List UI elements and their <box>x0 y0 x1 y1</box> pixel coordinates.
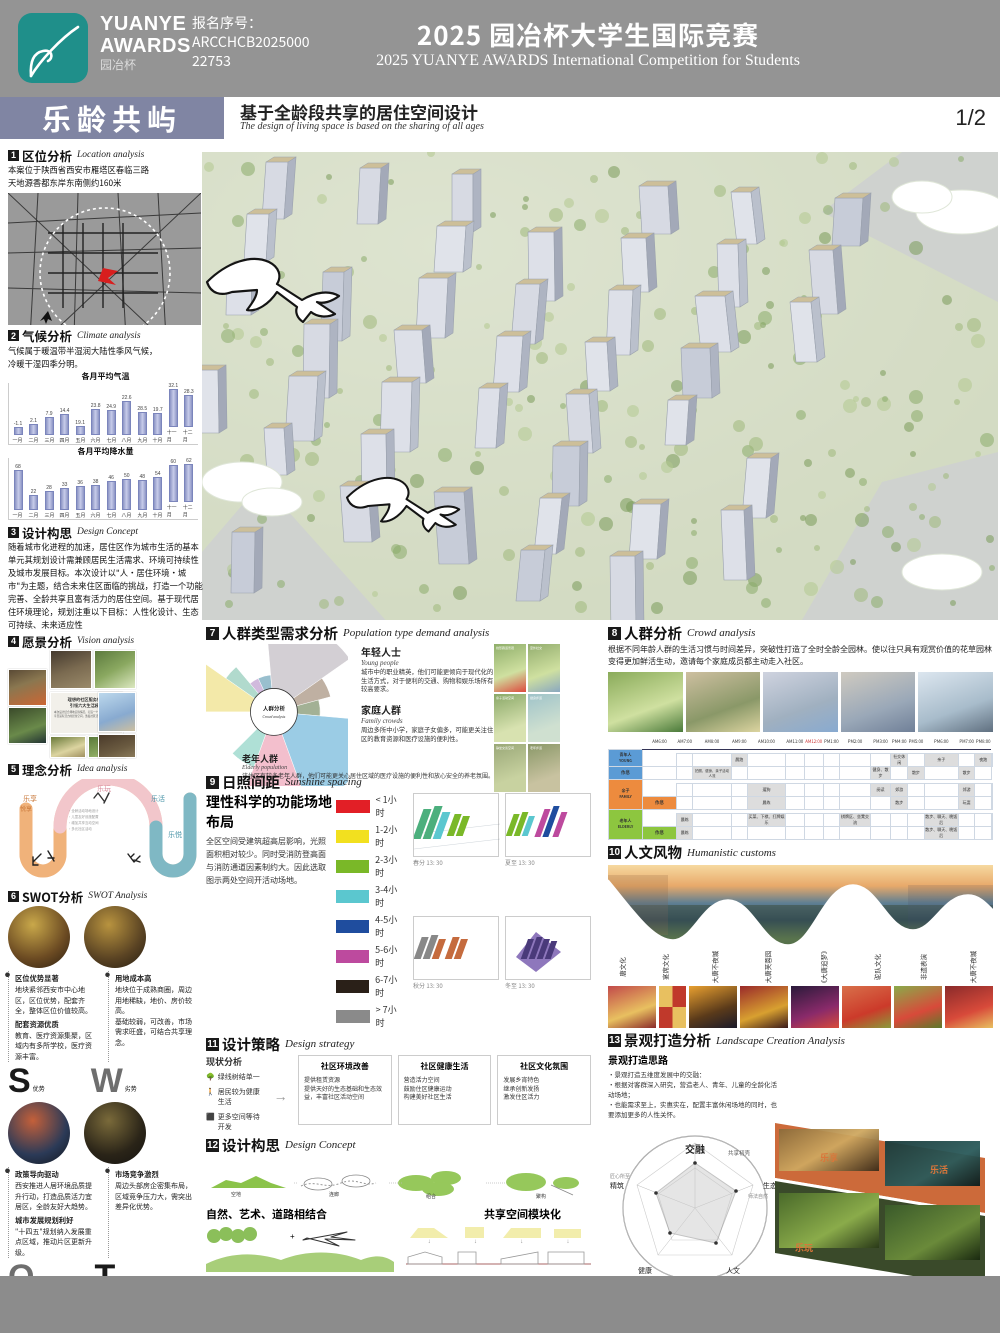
svg-text:·多元社区活动: ·多元社区活动 <box>68 826 92 831</box>
svg-text:人群分析: 人群分析 <box>263 705 286 713</box>
svg-text:健康: 健康 <box>638 1266 652 1276</box>
svg-text:共享初壳: 共享初壳 <box>728 1149 751 1157</box>
svg-text:·儿童友好设施配置: ·儿童友好设施配置 <box>68 814 99 819</box>
svg-text:匠心所至: 匠心所至 <box>610 1173 630 1180</box>
svg-text:·全龄活动场地设计: ·全龄活动场地设计 <box>68 808 99 813</box>
svg-text:Crowd analysis: Crowd analysis <box>262 715 285 719</box>
svg-text:乐活: 乐活 <box>151 794 165 804</box>
svg-text:聚构: 聚构 <box>536 1193 546 1200</box>
svg-text:·增加共享互动空间: ·增加共享互动空间 <box>68 820 99 825</box>
svg-text:交融: 交融 <box>685 1141 705 1156</box>
svg-text:人文: 人文 <box>726 1266 740 1276</box>
svg-text:乐悦: 乐悦 <box>168 830 182 840</box>
svg-text:组合: 组合 <box>426 1193 436 1200</box>
svg-text:精筑: 精筑 <box>610 1181 624 1191</box>
svg-text:乐享: 乐享 <box>23 794 37 804</box>
svg-text:师法自然: 师法自然 <box>748 1193 768 1200</box>
svg-text:悦享: 悦享 <box>20 804 32 813</box>
svg-text:连廊: 连廊 <box>329 1191 339 1198</box>
svg-text:空地: 空地 <box>231 1191 241 1198</box>
